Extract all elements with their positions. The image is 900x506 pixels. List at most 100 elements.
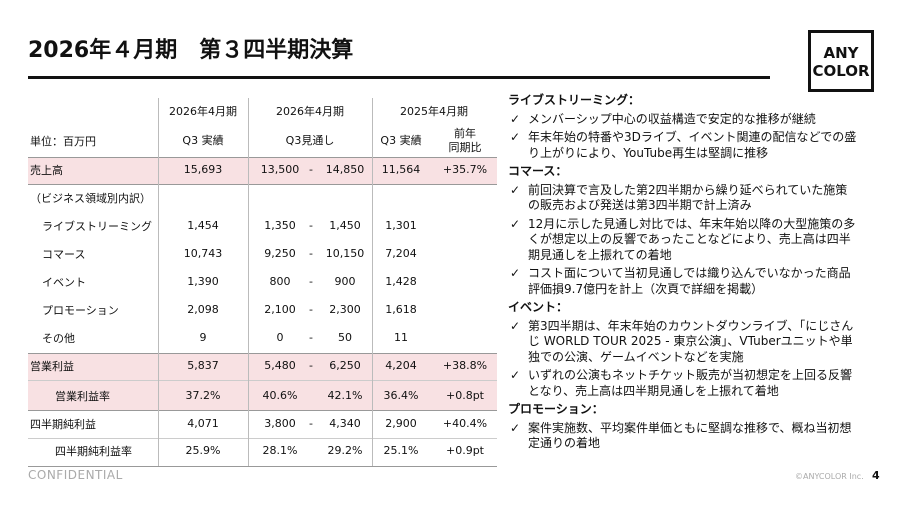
bullet-item: 12月に示した見通し対比では、年末年始以降の大型施策の多くが想定以上の反響であっ… bbox=[508, 217, 858, 264]
section-heading: イベント： bbox=[508, 300, 569, 314]
cell-value: 5,480 bbox=[264, 359, 296, 372]
cell-value: 0 bbox=[276, 331, 284, 344]
cell-value: 9 bbox=[199, 331, 207, 344]
cell-value: - bbox=[309, 303, 313, 316]
cell-value: 25.9% bbox=[185, 444, 221, 457]
cell-value: - bbox=[309, 331, 313, 344]
cell-value: 900 bbox=[334, 275, 356, 288]
cell-value: 14,850 bbox=[325, 163, 365, 176]
notes: ライブストリーミング： メンバーシップ中心の収益構造で安定的な推移が継続年末年始の… bbox=[508, 91, 858, 455]
logo-line: COLOR bbox=[812, 62, 870, 80]
column-header: 2026年4月期 bbox=[276, 105, 344, 118]
row-label: イベント bbox=[42, 276, 86, 289]
cell-value: 37.2% bbox=[185, 389, 221, 402]
bullet-item: 案件実施数、平均案件単価ともに堅調な推移で、概ね当初想定通りの着地 bbox=[508, 421, 858, 452]
row-label: 営業利益 bbox=[30, 360, 74, 373]
cell-value: 3,800 bbox=[264, 417, 296, 430]
row-highlight bbox=[28, 353, 497, 410]
column-subheader: Q3 実績 bbox=[182, 134, 224, 147]
cell-value: 36.4% bbox=[383, 389, 419, 402]
cell-value: 1,454 bbox=[187, 219, 219, 232]
cell-value: 13,500 bbox=[260, 163, 300, 176]
cell-value: 4,340 bbox=[329, 417, 361, 430]
bullet-item: メンバーシップ中心の収益構造で安定的な推移が継続 bbox=[508, 112, 858, 128]
unit-label: 単位：百万円 bbox=[30, 135, 96, 148]
row-label: プロモーション bbox=[42, 304, 119, 317]
cell-value: 4,204 bbox=[385, 359, 417, 372]
row-highlight bbox=[28, 157, 497, 184]
cell-value: - bbox=[309, 417, 313, 430]
cell-value: - bbox=[309, 359, 313, 372]
cell-value: 10,743 bbox=[183, 247, 223, 260]
column-subheader: Q3 実績 bbox=[380, 134, 422, 147]
title-rule bbox=[28, 76, 770, 79]
cell-value: 2,300 bbox=[329, 303, 361, 316]
row-rule bbox=[28, 380, 497, 381]
cell-value: 50 bbox=[338, 331, 352, 344]
cell-value: 10,150 bbox=[325, 247, 365, 260]
cell-value: 25.1% bbox=[383, 444, 419, 457]
cell-value: - bbox=[309, 219, 313, 232]
bullet-item: コスト面について当初見通しでは織り込んでいなかった商品評価損9.7億円を計上（次… bbox=[508, 266, 858, 297]
cell-value: 11,564 bbox=[381, 163, 421, 176]
cell-value: 11 bbox=[394, 331, 408, 344]
row-label: （ビジネス領域別内訳） bbox=[30, 192, 151, 205]
cell-value: 28.1% bbox=[262, 444, 298, 457]
cell-value: 40.6% bbox=[262, 389, 298, 402]
row-label: ライブストリーミング bbox=[42, 220, 152, 233]
logo: ANY COLOR bbox=[808, 30, 874, 92]
cell-value: 5,837 bbox=[187, 359, 219, 372]
cell-value: +0.9pt bbox=[445, 444, 485, 457]
logo-line: ANY bbox=[823, 44, 859, 62]
column-subheader: Q3見通し bbox=[285, 134, 335, 147]
row-label: その他 bbox=[42, 332, 75, 345]
cell-value: - bbox=[309, 163, 313, 176]
row-label: コマース bbox=[42, 248, 86, 261]
col-rule bbox=[248, 98, 249, 466]
slide-title: 2026年４月期 第３四半期決算 bbox=[28, 38, 354, 63]
row-rule bbox=[28, 410, 497, 411]
row-label: 四半期純利益 bbox=[30, 418, 96, 431]
section-heading: プロモーション： bbox=[508, 402, 604, 416]
row-rule bbox=[28, 184, 497, 185]
cell-value: - bbox=[309, 275, 313, 288]
cell-value: 2,900 bbox=[385, 417, 417, 430]
cell-value: 2,100 bbox=[264, 303, 296, 316]
row-label: 売上高 bbox=[30, 164, 63, 177]
row-rule bbox=[28, 438, 497, 439]
col-rule bbox=[158, 98, 159, 466]
confidential: CONFIDENTIAL bbox=[28, 468, 123, 482]
cell-value: 1,350 bbox=[264, 219, 296, 232]
column-header: 2025年4月期 bbox=[400, 105, 468, 118]
cell-value: 1,428 bbox=[385, 275, 417, 288]
row-rule bbox=[28, 157, 497, 158]
row-label: 営業利益率 bbox=[55, 390, 110, 403]
row-label: 四半期純利益率 bbox=[55, 445, 132, 458]
row-rule bbox=[28, 466, 497, 467]
row-rule bbox=[28, 353, 497, 354]
section-heading: コマース： bbox=[508, 164, 568, 178]
copyright: ©ANYCOLOR Inc. bbox=[795, 472, 864, 481]
cell-value: 1,618 bbox=[385, 303, 417, 316]
column-header: 2026年4月期 bbox=[169, 105, 237, 118]
cell-value: 9,250 bbox=[264, 247, 296, 260]
section-heading: ライブストリーミング： bbox=[508, 93, 641, 107]
cell-value: +35.7% bbox=[442, 163, 488, 176]
cell-value: +40.4% bbox=[442, 417, 488, 430]
cell-value: 29.2% bbox=[327, 444, 363, 457]
cell-value: 1,450 bbox=[329, 219, 361, 232]
col-rule bbox=[372, 98, 373, 466]
cell-value: 4,071 bbox=[187, 417, 219, 430]
cell-value: 2,098 bbox=[187, 303, 219, 316]
cell-value: 15,693 bbox=[183, 163, 223, 176]
cell-value: +38.8% bbox=[442, 359, 488, 372]
cell-value: 42.1% bbox=[327, 389, 363, 402]
cell-value: 7,204 bbox=[385, 247, 417, 260]
bullet-item: 年末年始の特番や3Dライブ、イベント関連の配信などでの盛り上がりにより、YouT… bbox=[508, 130, 858, 161]
bullet-item: 第3四半期は、年末年始のカウントダウンライブ、「にじさんじ WORLD TOUR… bbox=[508, 319, 858, 366]
cell-value: +0.8pt bbox=[445, 389, 485, 402]
bullet-item: いずれの公演もネットチケット販売が当初想定を上回る反響となり、売上高は四半期見通… bbox=[508, 368, 858, 399]
page-number: 4 bbox=[872, 469, 880, 482]
column-subheader: 前年 同期比 bbox=[448, 127, 482, 154]
